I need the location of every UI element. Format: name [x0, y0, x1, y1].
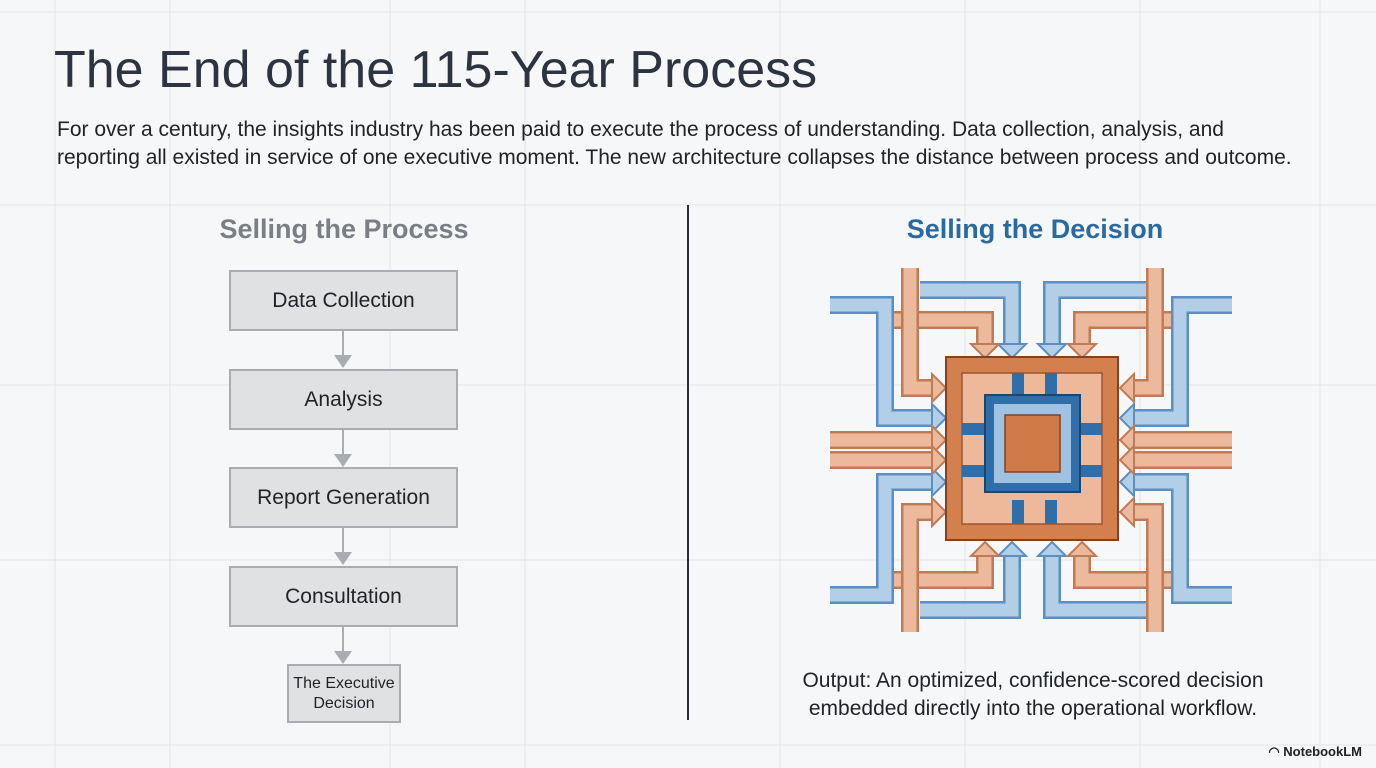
process-step: Consultation [229, 566, 458, 627]
arrow-head [1065, 540, 1099, 557]
arrow-head [1035, 540, 1069, 557]
core-center [1004, 414, 1061, 473]
arrow-head [1118, 443, 1135, 477]
arrow-body [903, 505, 936, 632]
arrow-head [968, 540, 1002, 557]
arrow-body [1130, 475, 1232, 602]
decision-caption: Output: An optimized, confidence-scored … [802, 669, 1264, 720]
decision-heading: Selling the Decision [906, 214, 1164, 244]
core-connector [1012, 373, 1024, 397]
arrow-head [1118, 423, 1135, 457]
arrow-body [890, 313, 992, 348]
flow-arrowhead [334, 552, 352, 565]
brand-icon: ◠ [1268, 744, 1284, 759]
arrow-head [1118, 465, 1135, 499]
arrow-body [1075, 552, 1175, 587]
flow-arrowhead [334, 454, 352, 467]
arrow-head [931, 465, 948, 499]
arrow-body [1045, 283, 1150, 348]
core-connector [1078, 423, 1102, 435]
arrow-body [890, 552, 992, 587]
arrow-head [995, 343, 1029, 360]
core-connector [962, 423, 986, 435]
arrow-head [1118, 401, 1135, 435]
arrow-head [995, 540, 1029, 557]
process-step: Analysis [229, 369, 458, 430]
arrow-head [1118, 495, 1135, 529]
arrow-head [931, 495, 948, 529]
process-step: Report Generation [229, 467, 458, 528]
process-heading: Selling the Process [219, 214, 469, 244]
arrow-body [1130, 268, 1162, 395]
core-connector [1045, 373, 1057, 397]
arrow-body [903, 268, 936, 395]
flow-arrowhead [334, 651, 352, 664]
arrow-body [830, 298, 936, 425]
core-connector [962, 465, 986, 477]
intro-text: For over a century, the insights industr… [57, 118, 1292, 169]
brand-text: NotebookLM [1283, 744, 1362, 759]
arrow-body [1045, 552, 1150, 617]
arrow-head [1118, 371, 1135, 405]
arrow-body [920, 283, 1019, 348]
arrow-head [1065, 343, 1099, 360]
core-connector [1012, 500, 1024, 524]
arrow-head [931, 443, 948, 477]
arrow-body [920, 552, 1019, 617]
flow-arrowhead [334, 355, 352, 368]
core-connector [1078, 465, 1102, 477]
final-step: The Executive Decision [287, 664, 401, 723]
arrow-body [1130, 505, 1162, 632]
arrow-body [830, 475, 936, 602]
arrow-head [1035, 343, 1069, 360]
slide-title: The End of the 115-Year Process [54, 41, 818, 99]
arrow-head [931, 371, 948, 405]
process-step: Data Collection [229, 270, 458, 331]
arrow-body [1130, 298, 1232, 425]
arrow-body [1075, 313, 1175, 348]
arrow-head [968, 343, 1002, 360]
brand: ◠ NotebookLM [1268, 744, 1362, 760]
arrow-head [931, 401, 948, 435]
arrow-head [931, 423, 948, 457]
core-connector [1045, 500, 1057, 524]
